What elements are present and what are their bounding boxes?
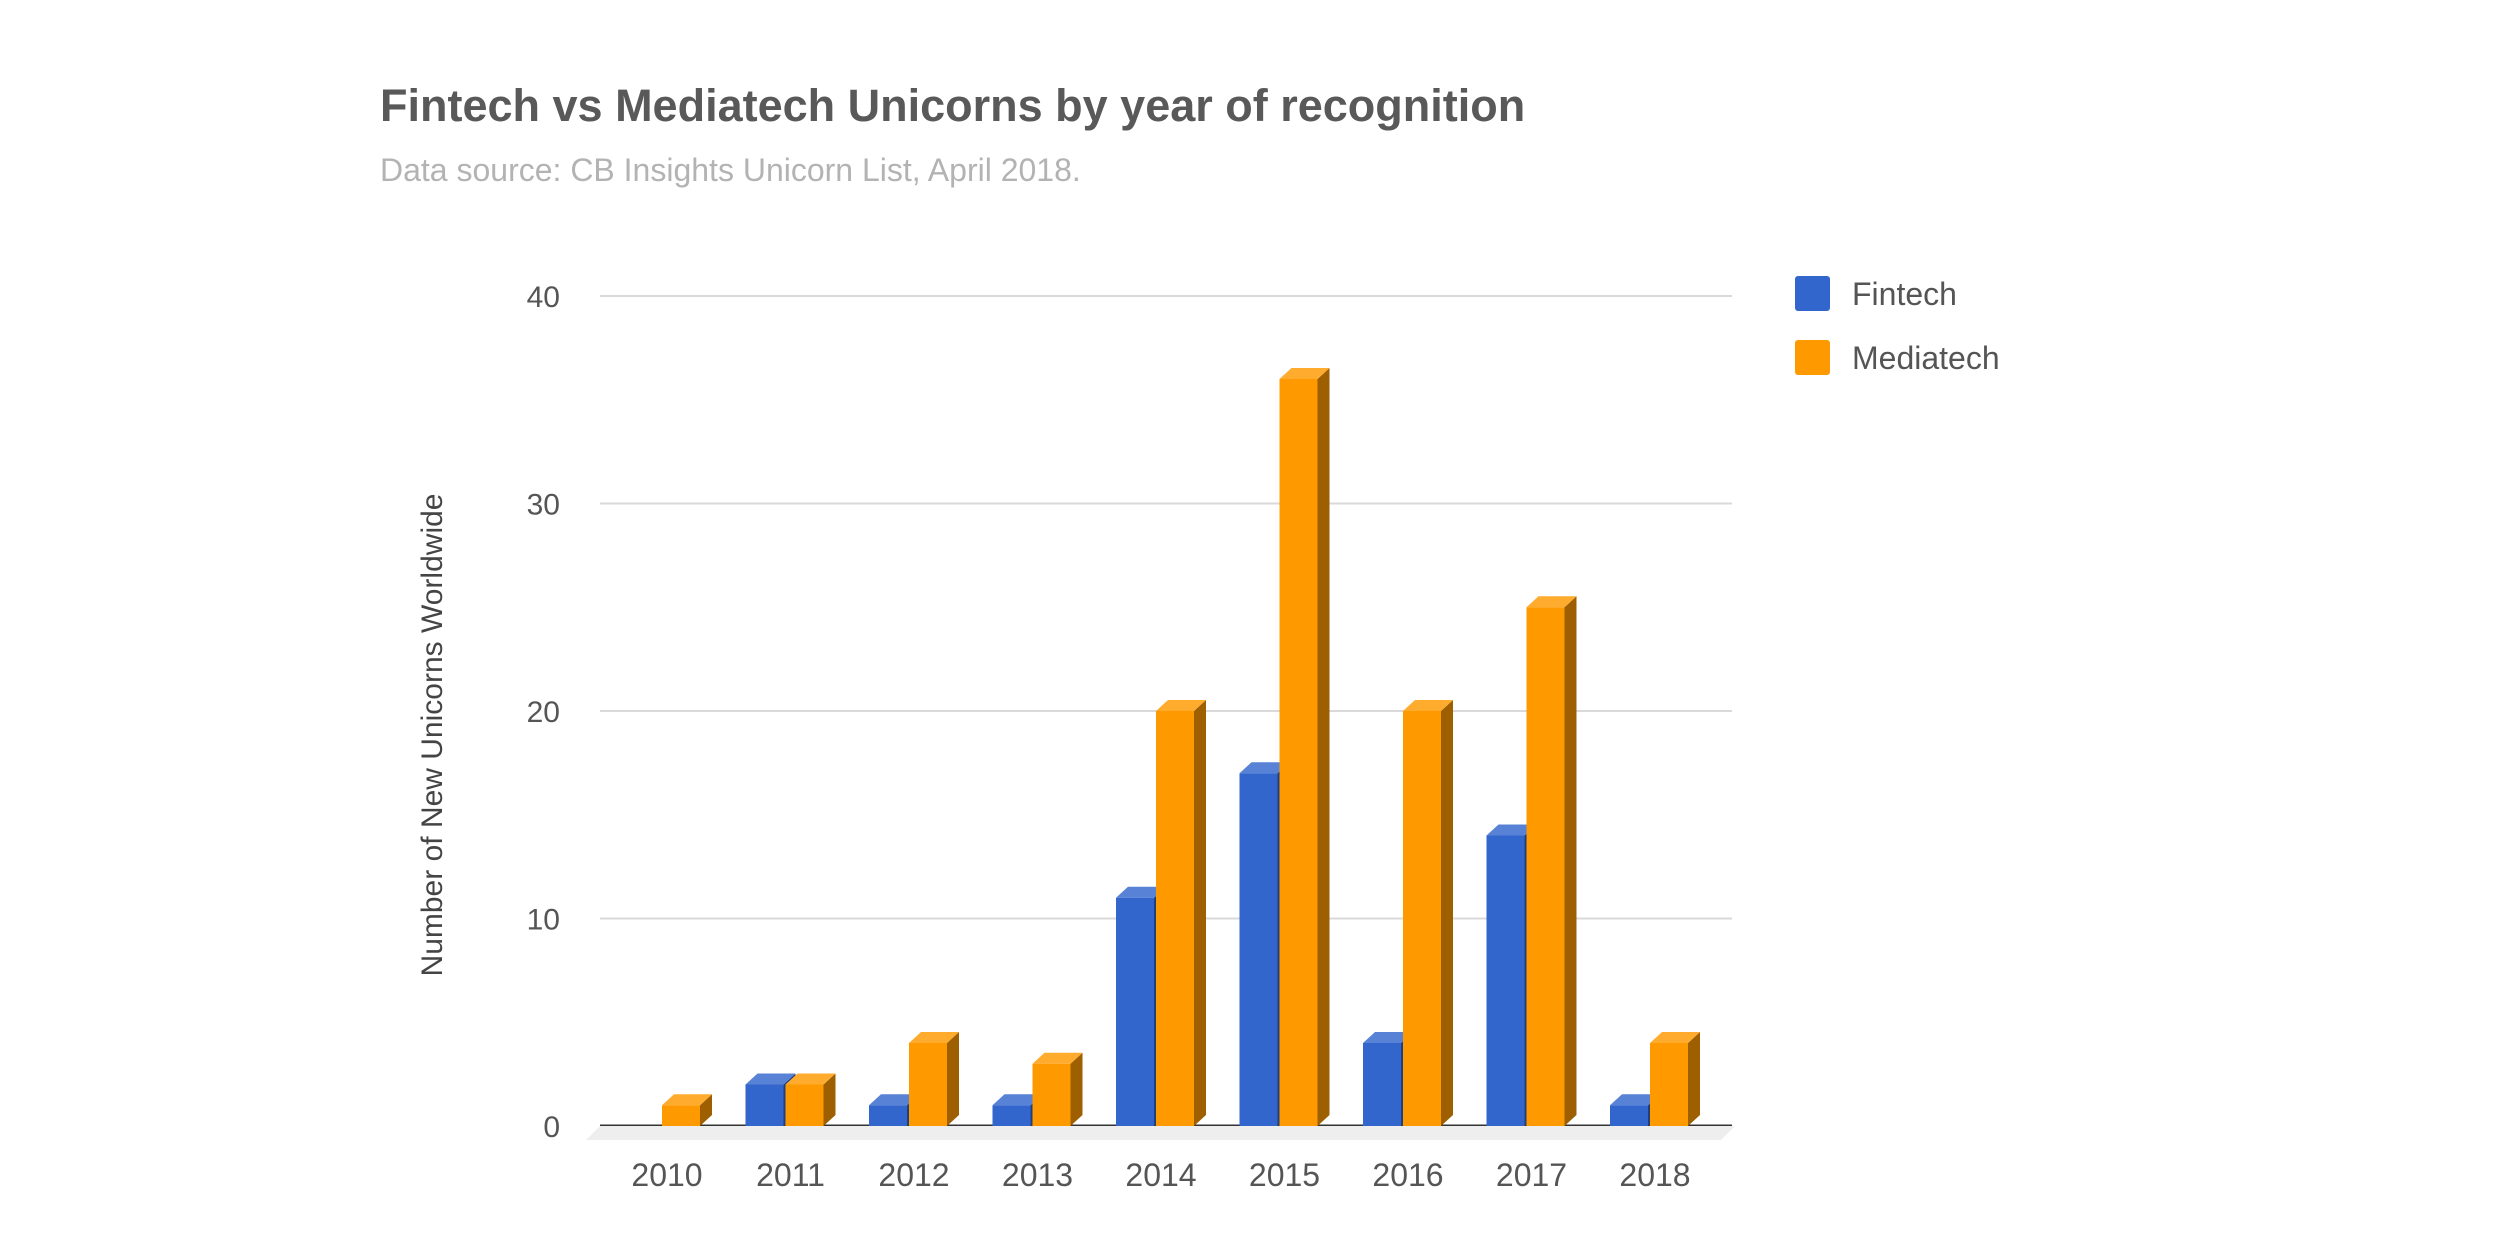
legend-swatch-fintech	[1795, 276, 1830, 311]
bar-mediatech-2018	[1650, 1043, 1688, 1126]
y-tick-label: 0	[543, 1111, 560, 1144]
bar-side	[1688, 1032, 1700, 1126]
bar-top	[1239, 762, 1290, 774]
bar-side	[947, 1032, 959, 1126]
x-tick-label: 2012	[878, 1157, 949, 1193]
bar-top	[869, 1094, 919, 1106]
x-tick-label: 2018	[1619, 1157, 1690, 1193]
legend-label-mediatech: Mediatech	[1852, 340, 2000, 376]
legend-swatch-mediatech	[1795, 340, 1830, 375]
bar-top	[1526, 596, 1577, 608]
bar-fintech-2017	[1486, 835, 1525, 1126]
bar-side	[1441, 700, 1453, 1126]
x-tick-label: 2015	[1249, 1157, 1320, 1193]
y-axis-ticks: 0 10 20 30 40	[527, 281, 560, 1144]
x-tick-label: 2016	[1372, 1157, 1443, 1193]
bar-fintech-2018	[1610, 1105, 1648, 1126]
y-tick-label: 20	[527, 696, 560, 729]
bar-side	[823, 1073, 836, 1126]
bar-fintech-2013	[992, 1105, 1031, 1126]
bar-top	[1486, 824, 1537, 836]
bar-side	[1194, 700, 1206, 1126]
y-tick-label: 30	[527, 489, 560, 522]
bar-mediatech-2016	[1403, 711, 1441, 1126]
bar-side	[700, 1094, 712, 1126]
bar-fintech-2011	[745, 1084, 784, 1126]
bar-top	[1116, 886, 1166, 898]
bar-mediatech-2011	[785, 1084, 824, 1126]
x-tick-label: 2014	[1125, 1157, 1196, 1193]
x-tick-label: 2013	[1002, 1157, 1073, 1193]
bar-top	[1650, 1032, 1700, 1043]
bar-fintech-2015	[1239, 773, 1278, 1126]
chart-title: Fintech vs Mediatech Unicorns by year of…	[380, 80, 1526, 131]
bar-side	[1564, 596, 1577, 1126]
bar-fintech-2016	[1363, 1043, 1401, 1126]
bar-side	[1317, 368, 1330, 1126]
bar-fintech-2012	[869, 1105, 907, 1126]
bar-top	[1610, 1094, 1660, 1106]
x-axis-categories: 2010 2011 2012 2013 2014 2015 2016 2017 2018	[631, 1157, 1690, 1193]
bar-mediatech-2010	[662, 1105, 700, 1126]
bar-top	[785, 1073, 836, 1085]
bar-top	[662, 1094, 712, 1106]
legend-label-fintech: Fintech	[1852, 276, 1957, 312]
y-axis-label: Number of New Unicorns Worldwide	[416, 494, 449, 977]
bar-top	[1279, 368, 1330, 379]
bar-top	[1403, 700, 1453, 711]
bar-top	[1032, 1052, 1083, 1064]
legend: Fintech Mediatech	[1795, 276, 2000, 376]
x-tick-label: 2010	[631, 1157, 702, 1193]
bar-mediatech-2017	[1526, 607, 1565, 1126]
bar-top	[745, 1073, 796, 1085]
y-tick-label: 10	[527, 904, 560, 937]
bar-mediatech-2013	[1032, 1063, 1071, 1126]
y-tick-label: 40	[527, 281, 560, 314]
bar-top	[909, 1032, 959, 1043]
bar-fintech-2014	[1116, 897, 1154, 1126]
chart-floor-plane	[586, 1126, 1735, 1140]
bar-top	[992, 1094, 1043, 1106]
bar-mediatech-2012	[909, 1043, 947, 1126]
bar-mediatech-2014	[1156, 711, 1194, 1126]
x-tick-label: 2017	[1496, 1157, 1567, 1193]
bar-side	[1070, 1052, 1083, 1126]
chart-subtitle: Data source: CB Insights Unicorn List, A…	[380, 152, 1081, 188]
bar-top	[1156, 700, 1206, 711]
chart-floor	[586, 1126, 1735, 1140]
bar-top	[1363, 1032, 1413, 1043]
bars	[662, 368, 1700, 1126]
bar-mediatech-2015	[1279, 379, 1318, 1126]
x-tick-label: 2011	[756, 1157, 825, 1193]
